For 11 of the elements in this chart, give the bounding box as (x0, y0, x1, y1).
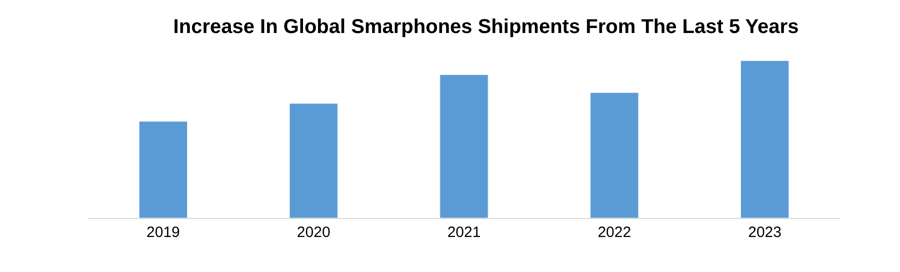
x-tick-label: 2022 (598, 224, 632, 241)
chart-title: Increase In Global Smarphones Shipments From The Last 5 Years (173, 16, 799, 38)
x-tick-label: 2021 (447, 224, 481, 241)
bar (138, 121, 188, 218)
x-tick-label: 2020 (296, 224, 330, 241)
bar (740, 60, 790, 218)
bar (440, 74, 488, 218)
bar (590, 92, 639, 218)
bar (289, 103, 338, 218)
x-tick-label: 2019 (146, 224, 180, 241)
x-tick-label: 2023 (748, 224, 782, 241)
